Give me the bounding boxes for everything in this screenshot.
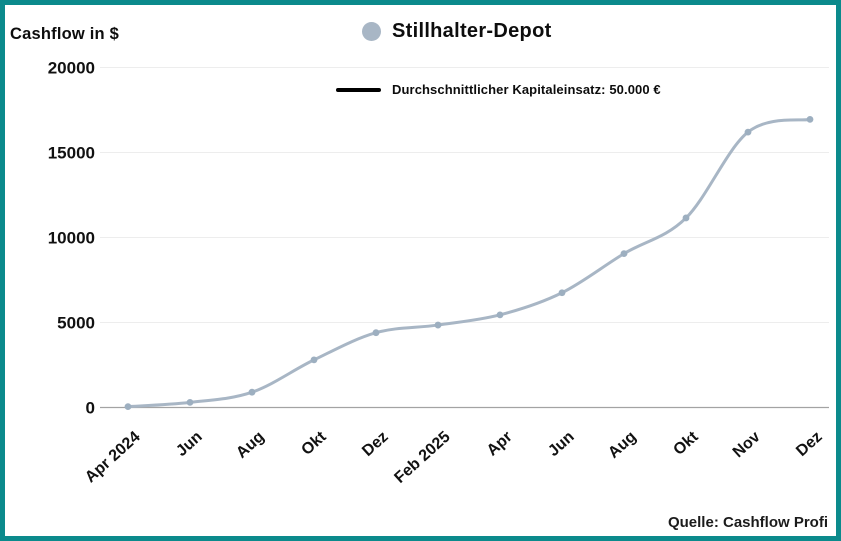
data-point-marker — [620, 250, 628, 258]
capital-legend-label: Durchschnittlicher Kapitaleinsatz: 50.00… — [392, 82, 661, 97]
series-marker-circle-icon — [362, 22, 381, 41]
capital-line-swatch-icon — [336, 87, 381, 92]
data-point-marker — [310, 356, 318, 364]
y-tick-label: 5000 — [57, 314, 95, 333]
x-tick-label: Feb 2025 — [391, 428, 453, 487]
y-tick-label: 0 — [86, 399, 95, 418]
data-point-marker — [124, 403, 132, 411]
x-tick-label: Apr 2024 — [82, 428, 144, 486]
x-tick-label: Dez — [793, 428, 826, 460]
data-point-marker — [248, 388, 256, 396]
data-point-marker — [806, 115, 814, 123]
x-tick-label: Okt — [670, 428, 702, 459]
capital-legend: Durchschnittlicher Kapitaleinsatz: 50.00… — [336, 82, 661, 97]
series-curve — [126, 117, 812, 409]
data-point-marker — [744, 128, 752, 136]
x-tick-label: Dez — [359, 428, 392, 460]
series-legend: Stillhalter-Depot — [362, 20, 552, 43]
x-tick-label: Nov — [730, 428, 764, 461]
y-tick-label: 10000 — [48, 229, 95, 248]
data-point-marker — [372, 329, 380, 337]
y-tick-label: 20000 — [48, 59, 95, 78]
data-point-marker — [186, 399, 194, 406]
x-tick-label: Jun — [545, 428, 578, 460]
x-tick-label: Aug — [233, 428, 267, 461]
y-tick-label: 15000 — [48, 144, 95, 163]
data-point-marker — [682, 214, 690, 222]
data-point-marker — [434, 321, 442, 329]
data-point-marker — [558, 289, 566, 297]
data-point-marker — [496, 311, 504, 319]
source-credit: Quelle: Cashflow Profi — [667, 514, 828, 531]
x-tick-label: Okt — [298, 428, 330, 459]
x-tick-label: Aug — [605, 428, 639, 461]
x-tick-label: Jun — [173, 428, 206, 460]
y-axis-title: Cashflow in $ — [10, 25, 119, 43]
chart-title: Stillhalter-Depot — [392, 20, 552, 42]
x-tick-label: Apr — [484, 428, 516, 459]
